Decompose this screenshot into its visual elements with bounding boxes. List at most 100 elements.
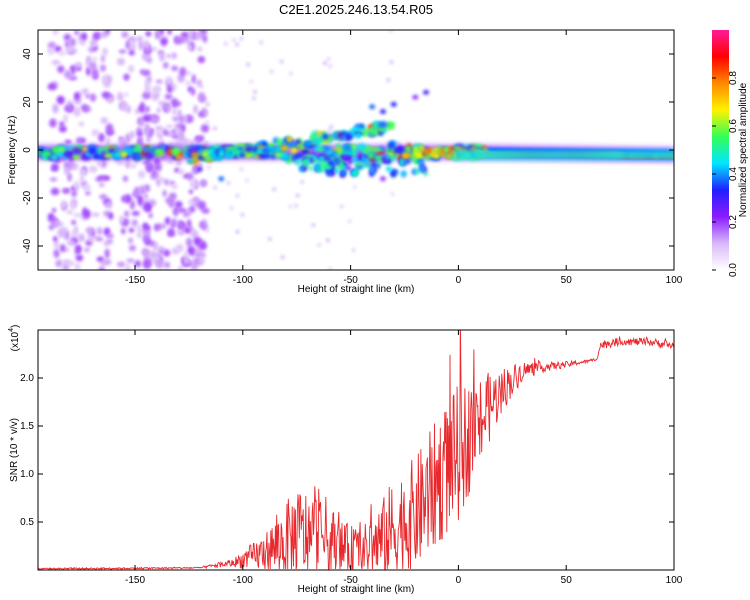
heatmap-cell	[103, 175, 111, 181]
heatmap-cell	[318, 156, 326, 162]
heatmap-cell	[192, 197, 199, 203]
heatmap-cell	[51, 207, 57, 213]
heatmap-cell	[324, 156, 329, 161]
heatmap-cell	[670, 150, 674, 160]
heatmap-cell	[104, 152, 112, 159]
heatmap-cell	[136, 232, 142, 238]
heatmap-cell	[197, 162, 203, 169]
heatmap-cell	[182, 146, 188, 152]
heatmap-cell	[385, 166, 393, 172]
heatmap-cell	[152, 241, 159, 252]
heatmap-cell	[367, 132, 376, 137]
heatmap-cell	[237, 146, 244, 151]
heatmap-cell	[64, 167, 70, 176]
heatmap-cell	[310, 140, 320, 146]
heatmap-cell	[379, 109, 386, 115]
heatmap-cell	[329, 124, 334, 129]
heatmap-cell	[91, 129, 100, 137]
heatmap-cell	[108, 212, 114, 220]
heatmap-cell	[193, 236, 202, 246]
heatmap-cell	[483, 147, 489, 152]
heatmap-cell	[128, 227, 135, 233]
heatmap-cell	[65, 45, 74, 54]
heatmap-cell	[190, 229, 199, 239]
heatmap-cell	[51, 59, 61, 66]
heatmap-cell	[53, 249, 60, 259]
heatmap-cell	[378, 159, 383, 165]
heatmap-cell	[317, 145, 325, 154]
heatmap-cell	[327, 128, 332, 133]
heatmap-cell	[280, 255, 285, 260]
heatmap-cell	[189, 178, 198, 189]
heatmap-cell	[98, 132, 105, 143]
heatmap-cell	[206, 165, 211, 170]
heatmap-cell	[139, 119, 145, 127]
heatmap-cell	[447, 155, 453, 160]
heatmap-cell	[74, 91, 80, 100]
heatmap-cell	[188, 30, 194, 40]
heatmap-cell	[261, 147, 270, 155]
heatmap-cell	[79, 173, 85, 183]
heatmap-cell	[171, 52, 177, 60]
heatmap-cell	[144, 122, 150, 133]
heatmap-cell	[100, 117, 109, 125]
heatmap-cell	[123, 73, 130, 81]
heatmap-cell	[63, 189, 70, 194]
heatmap-cell	[154, 224, 160, 232]
heatmap-cell	[151, 86, 160, 94]
heatmap-cell	[69, 202, 76, 210]
snr-x-tick-label: -100	[233, 575, 253, 586]
heatmap-cell	[53, 45, 62, 52]
heatmap-cell	[165, 124, 174, 129]
heatmap-cell	[369, 104, 376, 110]
heatmap-cell	[128, 244, 137, 252]
heatmap-cell	[179, 67, 187, 77]
heatmap-cell	[137, 224, 142, 235]
heatmap-cell	[141, 91, 151, 100]
heatmap-cell	[385, 154, 391, 160]
heatmap-cell	[91, 56, 98, 62]
heatmap-cell	[53, 240, 60, 250]
heatmap-cell	[134, 108, 140, 115]
heatmap-cell	[155, 125, 164, 132]
heatmap-cell	[252, 96, 257, 101]
heatmap-cell	[134, 152, 143, 161]
heatmap-cell	[171, 133, 179, 139]
heatmap-cell	[418, 165, 426, 173]
heatmap-cell	[120, 227, 126, 235]
heatmap-cell	[179, 114, 184, 124]
heatmap-cell	[116, 57, 126, 66]
snr-x-tick-label: 0	[456, 575, 462, 586]
heatmap-cell	[134, 260, 142, 268]
heatmap-cell	[131, 219, 138, 225]
heatmap-cell	[295, 193, 300, 198]
heatmap-cell	[158, 177, 166, 183]
heatmap-cell	[120, 151, 128, 158]
heatmap-cell	[121, 31, 129, 38]
heatmap-cell	[200, 251, 207, 259]
heatmap-cell	[199, 257, 205, 265]
heatmap-cell	[142, 202, 151, 213]
heatmap-cell	[89, 61, 97, 71]
heatmap-cell	[164, 93, 173, 100]
heatmap-cell	[204, 156, 213, 161]
heatmap-cell	[185, 81, 191, 86]
heatmap-cell	[158, 246, 165, 251]
heatmap-cell	[239, 167, 244, 172]
heatmap-cell	[190, 152, 199, 158]
snr-y-label: SNR (10 * v/v)	[9, 418, 20, 482]
heatmap-cell	[138, 170, 146, 179]
heatmap-cell	[272, 187, 277, 192]
spectrogram-x-tick-label: 0	[456, 275, 462, 286]
heatmap-cell	[142, 222, 148, 229]
heatmap-cell	[178, 208, 187, 213]
heatmap-cell	[198, 220, 206, 229]
heatmap-cell	[390, 192, 395, 197]
heatmap-cell	[98, 181, 105, 188]
heatmap-cell	[346, 159, 353, 165]
heatmap-cell	[72, 153, 81, 160]
heatmap-cell	[439, 151, 445, 156]
heatmap-cell	[71, 164, 80, 170]
heatmap-cell	[85, 93, 90, 99]
heatmap-cell	[350, 144, 357, 150]
